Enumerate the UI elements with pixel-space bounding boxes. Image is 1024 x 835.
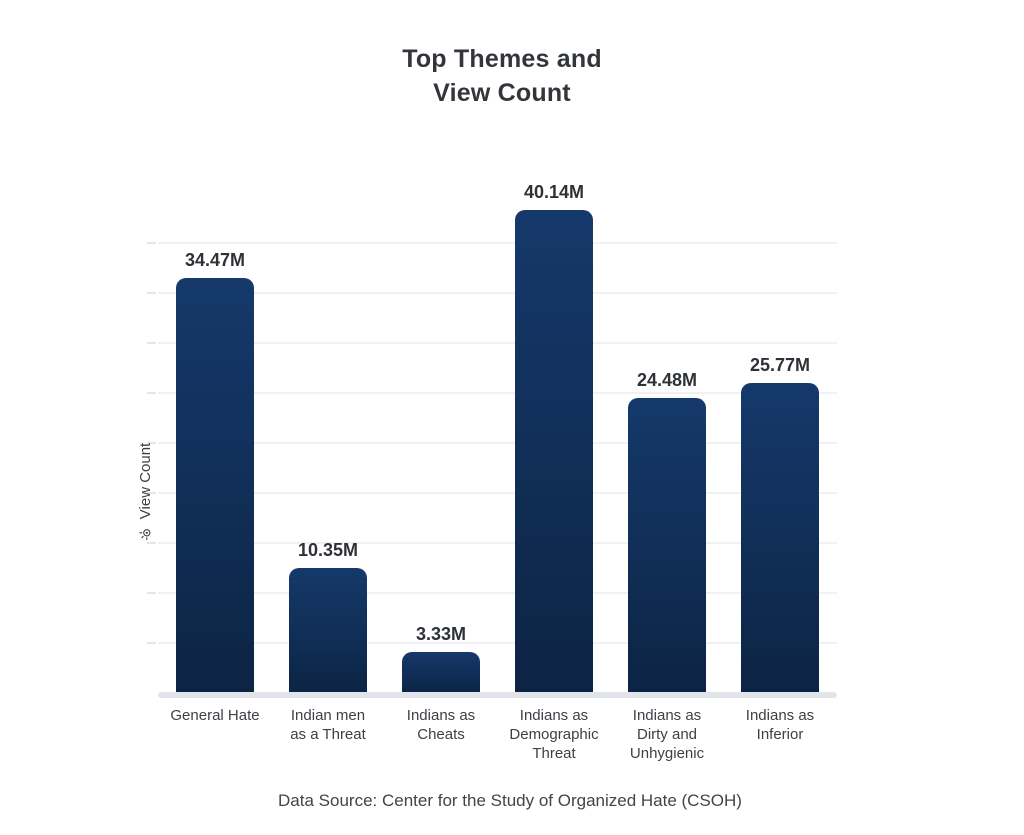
y-axis-tick [147,642,156,644]
bar-5 [628,398,706,694]
eye-view-icon [138,529,150,541]
chart-title-line1: Top Themes and [402,45,602,73]
x-axis-category-label: Indians as Inferior [745,707,815,743]
y-axis-title: View Count [135,427,155,557]
gridline [158,592,837,594]
bar-value-label: 3.33M [415,624,467,644]
y-axis-tick [147,242,156,244]
x-axis-line [158,692,837,698]
y-axis-tick [147,442,156,444]
chart-title: Top Themes and View Count [402,42,602,110]
bar-value-label: 24.48M [636,370,698,390]
bar-value-label: 40.14M [523,182,585,202]
bar-value-label: 34.47M [184,250,246,270]
bar-2 [289,568,367,694]
gridline [158,342,837,344]
bar-6 [741,383,819,694]
x-axis-category-label: Indian men as a Threat [290,707,366,743]
x-axis-category-label: Indians as Dirty and Unhygienic [629,707,705,762]
bar-value-label: 10.35M [297,540,359,560]
gridline [158,392,837,394]
gridline [158,642,837,644]
y-axis-tick [147,292,156,294]
y-axis-tick [147,342,156,344]
x-axis-category-label: Indians as Cheats [406,707,476,743]
bar-value-label: 25.77M [749,355,811,375]
y-axis-title-text: View Count [136,442,154,520]
gridline [158,292,837,294]
gridline [158,242,837,244]
bar-3 [402,652,480,694]
y-axis-tick [147,592,156,594]
gridline [158,542,837,544]
data-source: Data Source: Center for the Study of Org… [278,791,742,810]
x-axis-category-label: Indians as Demographic Threat [509,707,599,762]
x-axis-category-label: General Hate [170,707,260,724]
bar-4 [515,210,593,694]
gridline [158,442,837,444]
gridline [158,492,837,494]
chart-title-line2: View Count [433,79,571,107]
bar-1 [176,278,254,694]
y-axis-tick [147,492,156,494]
y-axis-tick [147,542,156,544]
y-axis-tick [147,392,156,394]
